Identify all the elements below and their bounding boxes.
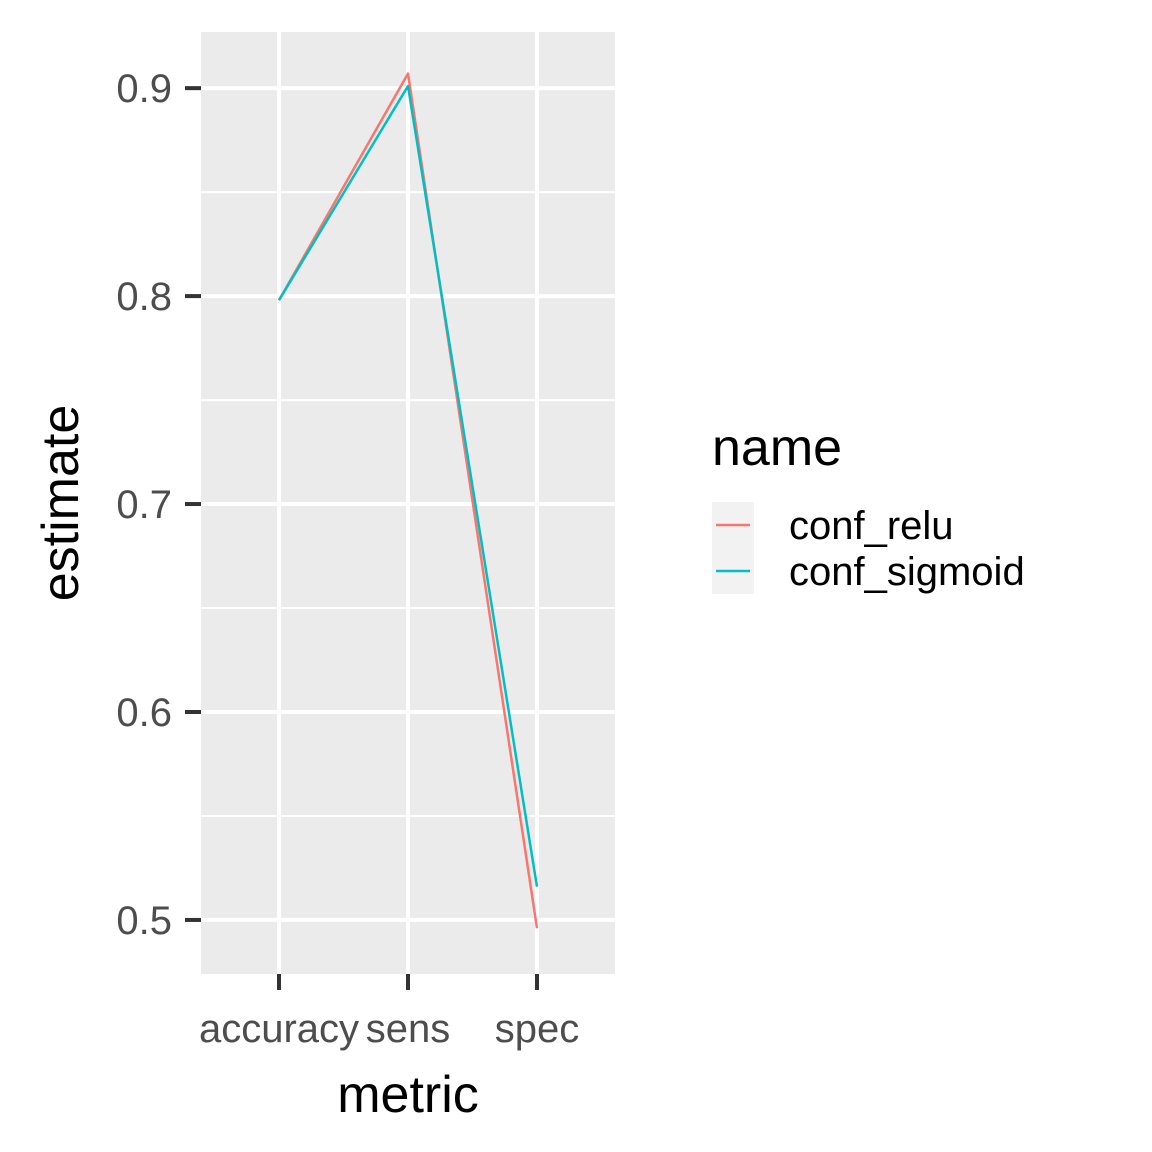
y-tick-label: 0.8 bbox=[116, 275, 172, 319]
y-axis-title: estimate bbox=[32, 405, 90, 602]
legend-title: name bbox=[712, 419, 842, 477]
x-tick-label: spec bbox=[495, 1007, 580, 1051]
y-axis: 0.5 0.6 0.7 0.8 0.9 bbox=[116, 67, 201, 943]
x-tick-label: sens bbox=[366, 1007, 451, 1051]
x-axis-title: metric bbox=[337, 1066, 479, 1124]
y-tick-label: 0.6 bbox=[116, 691, 172, 735]
y-tick-label: 0.9 bbox=[116, 67, 172, 111]
x-axis: accuracy sens spec bbox=[199, 974, 579, 1051]
major-gridlines bbox=[201, 32, 615, 974]
y-tick-label: 0.5 bbox=[116, 899, 172, 943]
x-tick-label: accuracy bbox=[199, 1007, 359, 1051]
legend-label: conf_relu bbox=[789, 504, 954, 548]
legend-label: conf_sigmoid bbox=[789, 550, 1025, 594]
series-line-conf-sigmoid bbox=[277, 84, 539, 887]
series-line-conf-relu bbox=[277, 72, 539, 929]
series-lines bbox=[277, 72, 539, 929]
y-tick-label: 0.7 bbox=[116, 483, 172, 527]
